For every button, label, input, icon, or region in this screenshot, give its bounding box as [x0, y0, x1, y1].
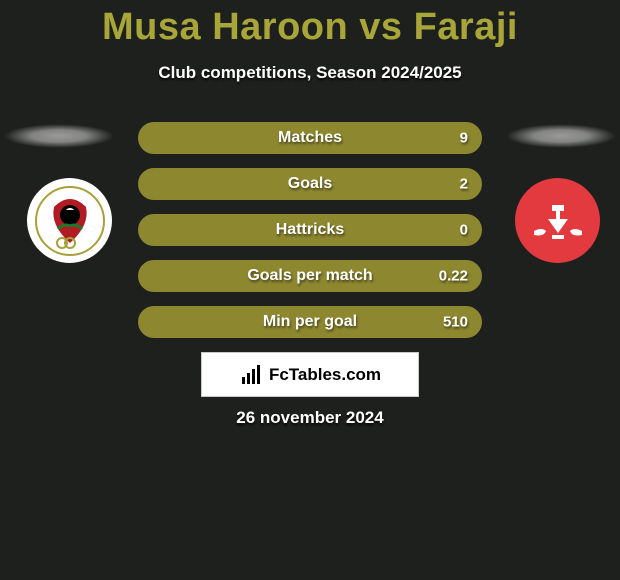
- stat-row-goals-per-match: Goals per match 0.22: [138, 260, 482, 292]
- stat-value-right: 510: [443, 314, 468, 331]
- stat-label: Min per goal: [263, 313, 357, 331]
- bar-chart-icon: [239, 363, 263, 387]
- stat-row-min-per-goal: Min per goal 510: [138, 306, 482, 338]
- stat-row-matches: Matches 9: [138, 122, 482, 154]
- footer-brand-box[interactable]: FcTables.com: [201, 352, 419, 397]
- stat-value-right: 0.22: [439, 268, 468, 285]
- stat-label: Hattricks: [276, 221, 344, 239]
- stat-value-right: 2: [460, 176, 468, 193]
- stats-container: Matches 9 Goals 2 Hattricks 0 Goals per …: [138, 122, 482, 352]
- club-emblem-left-icon: [34, 185, 106, 257]
- player-shadow-left: [4, 124, 114, 148]
- club-emblem-right-icon: [522, 185, 594, 257]
- stat-value-right: 9: [460, 130, 468, 147]
- stat-label: Goals: [288, 175, 332, 193]
- club-badge-left: [27, 178, 112, 263]
- page-subtitle: Club competitions, Season 2024/2025: [0, 63, 620, 83]
- stat-row-goals: Goals 2: [138, 168, 482, 200]
- player-shadow-right: [506, 124, 616, 148]
- stat-label: Matches: [278, 129, 342, 147]
- page-title: Musa Haroon vs Faraji: [0, 0, 620, 49]
- stat-label: Goals per match: [247, 267, 372, 285]
- footer-brand-text: FcTables.com: [269, 365, 381, 385]
- footer-date: 26 november 2024: [0, 408, 620, 428]
- stat-row-hattricks: Hattricks 0: [138, 214, 482, 246]
- club-badge-right: [515, 178, 600, 263]
- stat-value-right: 0: [460, 222, 468, 239]
